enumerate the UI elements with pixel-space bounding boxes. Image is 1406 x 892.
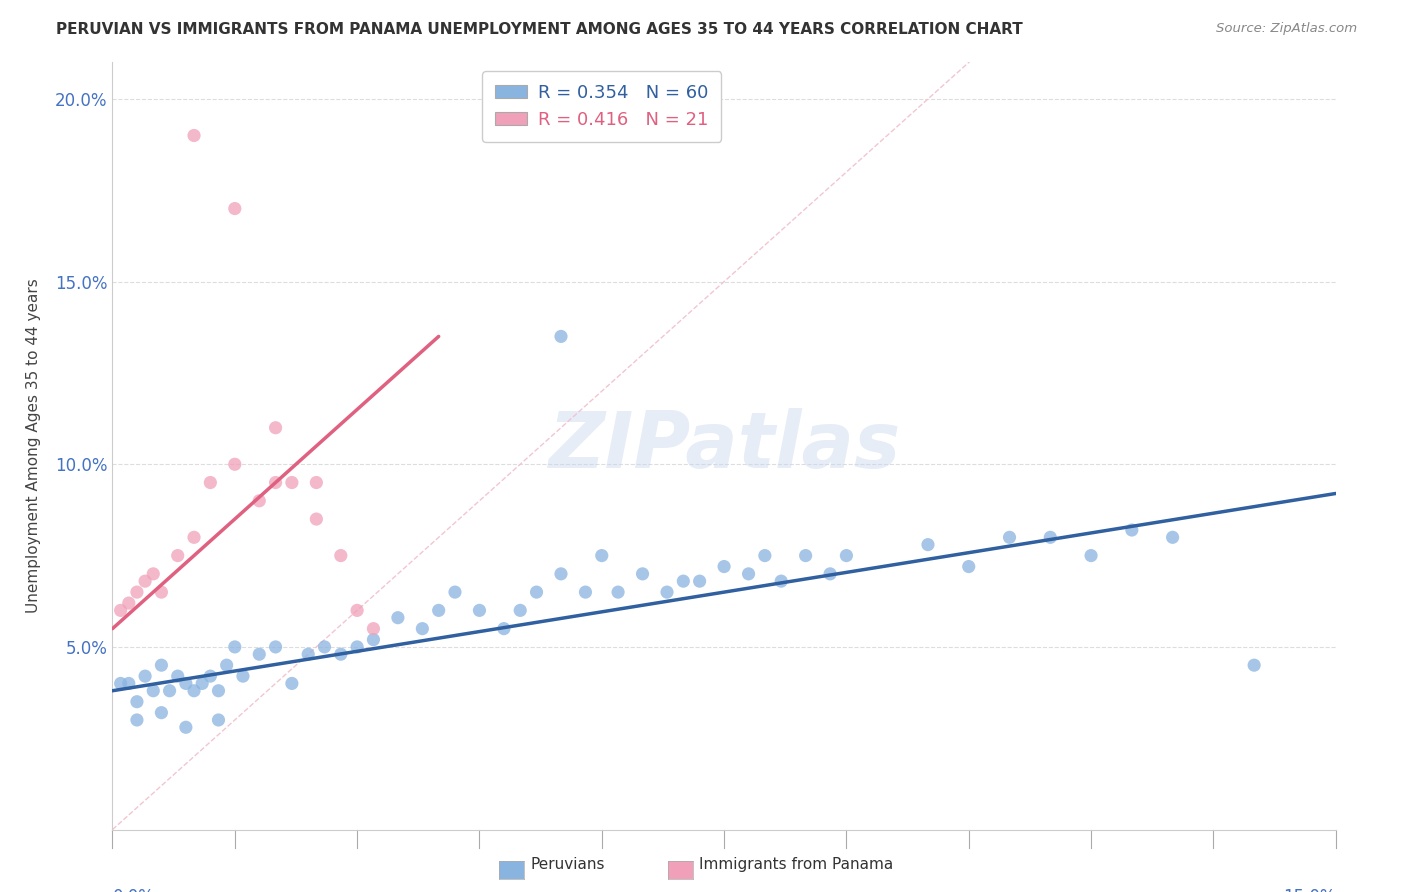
Point <box>305 512 328 526</box>
Point <box>1121 523 1143 537</box>
Point <box>232 669 254 683</box>
Point <box>110 603 132 617</box>
Point <box>509 603 531 617</box>
Point <box>550 566 572 581</box>
Point <box>183 530 205 544</box>
Point <box>574 585 596 599</box>
Point <box>150 585 173 599</box>
Point <box>655 585 678 599</box>
Point <box>754 549 776 563</box>
Point <box>468 603 491 617</box>
Point <box>281 676 304 690</box>
Point <box>770 574 793 589</box>
Point <box>125 695 148 709</box>
Point <box>591 549 613 563</box>
Point <box>346 640 368 654</box>
Point <box>150 658 173 673</box>
Text: 0.0%: 0.0% <box>112 888 155 892</box>
Point <box>125 585 148 599</box>
Point <box>363 632 385 647</box>
Point <box>314 640 336 654</box>
Point <box>174 720 197 734</box>
Point <box>166 549 188 563</box>
Point <box>125 713 148 727</box>
Point <box>607 585 630 599</box>
Text: Immigrants from Panama: Immigrants from Panama <box>699 857 893 872</box>
Text: ZIPatlas: ZIPatlas <box>548 408 900 484</box>
Point <box>264 421 287 435</box>
Point <box>411 622 433 636</box>
Point <box>1039 530 1062 544</box>
Point <box>110 676 132 690</box>
Point <box>200 475 222 490</box>
Point <box>247 493 270 508</box>
Point <box>689 574 711 589</box>
Point <box>142 566 165 581</box>
Point <box>444 585 467 599</box>
Y-axis label: Unemployment Among Ages 35 to 44 years: Unemployment Among Ages 35 to 44 years <box>27 278 41 614</box>
Point <box>166 669 188 683</box>
Point <box>224 457 246 471</box>
Point <box>550 329 572 343</box>
Point <box>183 128 205 143</box>
Point <box>1243 658 1265 673</box>
Point <box>297 647 319 661</box>
Point <box>631 566 654 581</box>
Point <box>305 475 328 490</box>
Point <box>150 706 173 720</box>
Point <box>200 669 222 683</box>
Point <box>329 647 352 661</box>
Point <box>159 683 181 698</box>
Point <box>183 683 205 698</box>
Point <box>142 683 165 698</box>
Point <box>215 658 238 673</box>
Point <box>224 640 246 654</box>
Text: PERUVIAN VS IMMIGRANTS FROM PANAMA UNEMPLOYMENT AMONG AGES 35 TO 44 YEARS CORREL: PERUVIAN VS IMMIGRANTS FROM PANAMA UNEMP… <box>56 22 1024 37</box>
Point <box>427 603 450 617</box>
Point <box>118 676 141 690</box>
Point <box>713 559 735 574</box>
Point <box>247 647 270 661</box>
Point <box>672 574 695 589</box>
Point <box>224 202 246 216</box>
Point <box>1080 549 1102 563</box>
Point <box>118 596 141 610</box>
Point <box>191 676 214 690</box>
Point <box>818 566 841 581</box>
Point <box>329 549 352 563</box>
Point <box>794 549 817 563</box>
Legend: R = 0.354   N = 60, R = 0.416   N = 21: R = 0.354 N = 60, R = 0.416 N = 21 <box>482 71 721 142</box>
Point <box>526 585 548 599</box>
Point <box>264 475 287 490</box>
Point <box>264 640 287 654</box>
Point <box>207 683 229 698</box>
Point <box>387 610 409 624</box>
Point <box>363 622 385 636</box>
Point <box>1161 530 1184 544</box>
Point <box>835 549 858 563</box>
Point <box>134 669 156 683</box>
Point <box>281 475 304 490</box>
Text: Source: ZipAtlas.com: Source: ZipAtlas.com <box>1216 22 1357 36</box>
Point <box>174 676 197 690</box>
Point <box>134 574 156 589</box>
Point <box>737 566 759 581</box>
Text: Peruvians: Peruvians <box>530 857 605 872</box>
Point <box>998 530 1021 544</box>
Point <box>346 603 368 617</box>
Point <box>957 559 980 574</box>
Point <box>917 538 939 552</box>
Point <box>492 622 515 636</box>
Point <box>207 713 229 727</box>
Text: 15.0%: 15.0% <box>1284 888 1336 892</box>
